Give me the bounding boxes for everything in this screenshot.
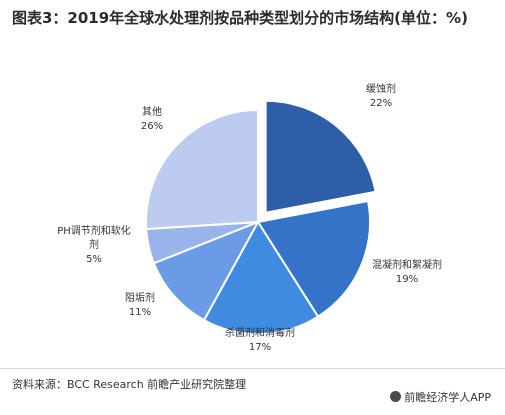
slice-value-label: 5% — [86, 254, 102, 265]
brand-credit: 前瞻经济学人APP — [390, 389, 491, 405]
source-note: 资料来源：BCC Research 前瞻产业研究院整理 — [12, 378, 247, 391]
slice-value-label: 22% — [370, 98, 392, 109]
pie-slice — [152, 220, 261, 322]
slice-category-label: 缓蚀剂 — [366, 82, 396, 95]
slice-category-label: 阻垢剂 — [125, 291, 155, 304]
pie-slice — [145, 108, 259, 231]
brand-logo-icon — [390, 391, 402, 402]
slice-category-label: 其他 — [142, 105, 162, 118]
slice-value-label: 11% — [129, 307, 151, 318]
slice-category-label: 剂 — [89, 238, 99, 251]
slice-category-label: 杀菌剂和消毒剂 — [225, 326, 295, 339]
chart-title: 图表3：2019年全球水处理剂按品种类型划分的市场结构(单位：%) — [12, 9, 468, 27]
pie-slice — [202, 220, 320, 335]
footer-divider — [0, 368, 505, 369]
pie-slice — [264, 99, 377, 214]
slice-value-label: 17% — [249, 342, 271, 353]
slice-category-label: 混凝剂和絮凝剂 — [372, 258, 442, 271]
pie-slice — [256, 199, 371, 318]
slice-value-label: 26% — [141, 121, 163, 132]
brand-name: 前瞻经济学人APP — [404, 391, 491, 404]
slice-value-label: 19% — [396, 274, 418, 285]
slice-category-label: PH调节剂和软化 — [57, 224, 131, 237]
